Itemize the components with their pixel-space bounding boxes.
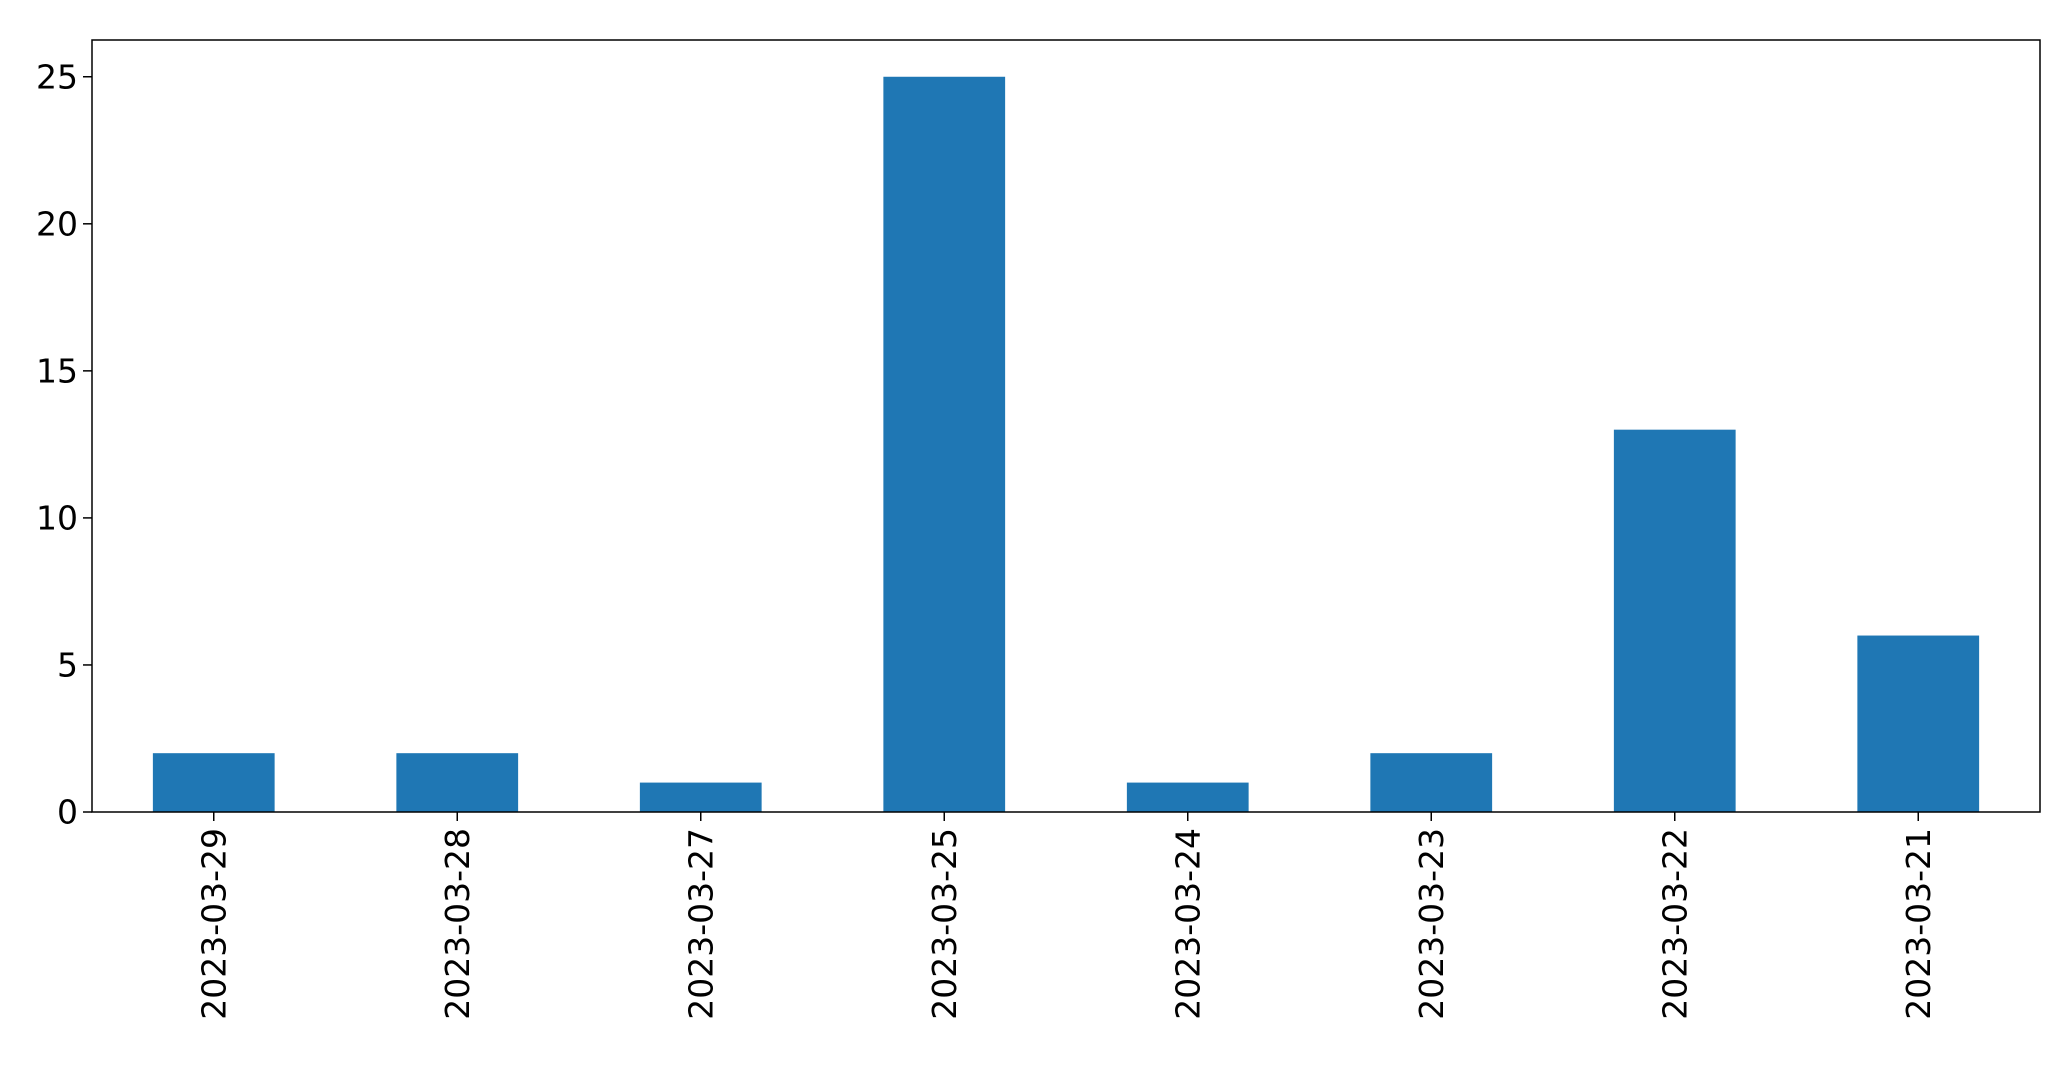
bar-2023-03-24 bbox=[1126, 782, 1249, 812]
x-tick-label: 2023-03-25 bbox=[925, 828, 964, 1020]
y-tick-label: 5 bbox=[57, 645, 78, 684]
x-axis: 2023-03-29 2023-03-28 2023-03-27 2023-03-25… bbox=[194, 812, 1938, 1020]
y-tick-label: 0 bbox=[57, 793, 78, 832]
x-tick-label: 2023-03-27 bbox=[681, 828, 720, 1020]
y-tick-label: 15 bbox=[36, 351, 78, 390]
bar-2023-03-27 bbox=[639, 782, 762, 812]
y-tick-label: 25 bbox=[36, 57, 78, 96]
x-tick-label: 2023-03-28 bbox=[438, 828, 477, 1020]
x-tick-label: 2023-03-21 bbox=[1899, 828, 1938, 1020]
bar-2023-03-28 bbox=[396, 753, 519, 812]
y-axis: 0 5 10 15 20 25 bbox=[36, 57, 92, 832]
bar-2023-03-25 bbox=[883, 76, 1006, 812]
y-tick-label: 10 bbox=[36, 498, 78, 537]
plot-frame bbox=[91, 39, 2041, 813]
x-tick-label: 2023-03-29 bbox=[194, 828, 233, 1020]
bar-2023-03-29 bbox=[152, 753, 275, 812]
x-tick-label: 2023-03-22 bbox=[1655, 828, 1694, 1020]
bars-layer bbox=[152, 76, 1980, 812]
x-tick-label: 2023-03-24 bbox=[1168, 828, 1207, 1020]
x-tick-label: 2023-03-23 bbox=[1412, 828, 1451, 1020]
bar-2023-03-21 bbox=[1857, 635, 1980, 812]
bar-2023-03-23 bbox=[1370, 753, 1493, 812]
bar-2023-03-22 bbox=[1613, 429, 1736, 812]
y-tick-label: 20 bbox=[36, 204, 78, 243]
